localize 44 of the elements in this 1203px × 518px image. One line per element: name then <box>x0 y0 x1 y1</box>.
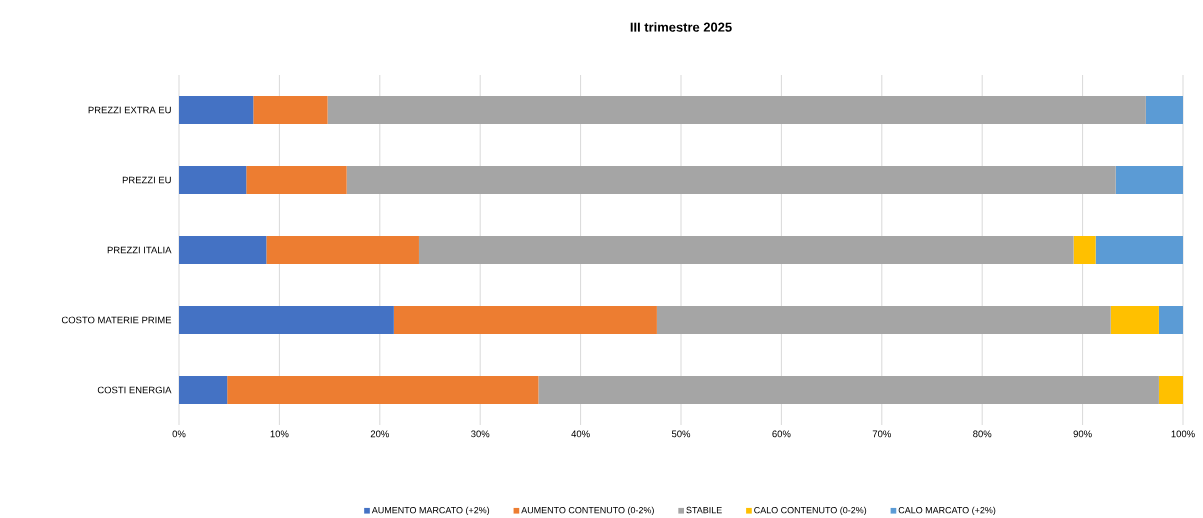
legend-label: AUMENTO MARCATO (+2%) <box>371 506 490 516</box>
bar <box>179 236 267 264</box>
bar <box>1110 306 1159 334</box>
bar <box>656 306 1111 334</box>
bar <box>418 236 1074 264</box>
y-tick-label: COSTO MATERIE PRIME <box>61 316 172 324</box>
x-tick-label: 70% <box>872 430 891 438</box>
bar <box>327 96 1146 124</box>
x-tick-label: 90% <box>1073 430 1092 438</box>
bar <box>266 236 419 264</box>
x-tick-label: 40% <box>571 430 590 438</box>
y-tick-label: PREZZI ITALIA <box>107 246 172 254</box>
x-tick-label: 100% <box>1171 430 1195 438</box>
bar <box>179 166 247 194</box>
x-tick-label: 30% <box>471 430 490 438</box>
bar <box>227 376 539 404</box>
x-tick-label: 0% <box>172 430 186 438</box>
bar <box>246 166 347 194</box>
bar <box>179 376 228 404</box>
y-tick-label: PREZZI EXTRA EU <box>88 106 171 114</box>
y-tick-label: PREZZI EU <box>122 176 171 184</box>
bar <box>1095 236 1183 264</box>
bar <box>1158 306 1183 334</box>
chart-title: III trimestre 2025 <box>630 22 732 32</box>
bar <box>253 96 328 124</box>
legend-label: CALO MARCATO (+2%) <box>898 506 996 516</box>
x-tick-label: 50% <box>671 430 691 438</box>
x-tick-label: 60% <box>772 430 791 438</box>
bar <box>1115 166 1183 194</box>
bar <box>1145 96 1183 124</box>
bar <box>179 306 394 334</box>
legend-label: AUMENTO CONTENUTO (0-2%) <box>521 506 654 516</box>
bar <box>1073 236 1096 264</box>
bar <box>346 166 1116 194</box>
bar <box>1158 376 1183 404</box>
x-tick-label: 80% <box>973 430 992 438</box>
bar <box>393 306 657 334</box>
y-tick-label: COSTI ENERGIA <box>97 386 172 394</box>
x-tick-label: 20% <box>370 430 389 438</box>
x-tick-label: 10% <box>270 430 289 438</box>
legend-label: STABILE <box>686 506 722 514</box>
legend-label: CALO CONTENUTO (0-2%) <box>754 506 867 516</box>
bar <box>179 96 254 124</box>
bar <box>538 376 1159 404</box>
